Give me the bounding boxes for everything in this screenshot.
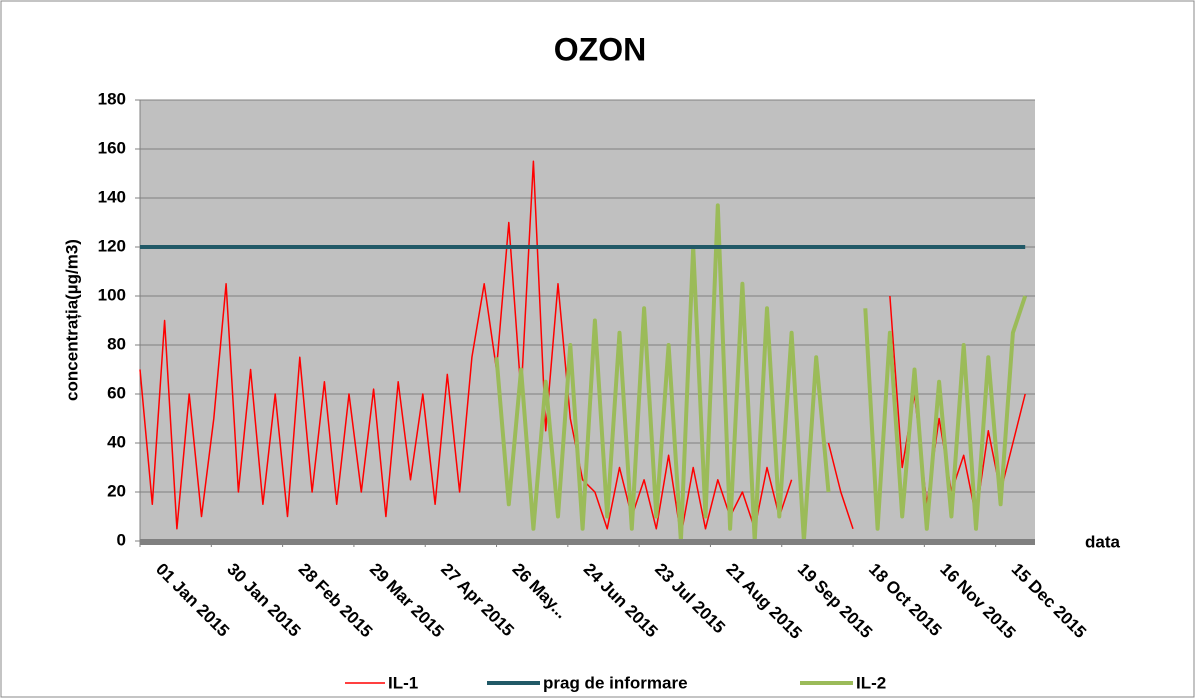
y-tick-label: 180 [98, 89, 126, 108]
chart-title: OZON [554, 31, 646, 67]
x-axis-label: data [1085, 532, 1121, 551]
y-tick-label: 80 [107, 334, 126, 353]
y-tick-label: 100 [98, 285, 126, 304]
y-tick-label: 0 [117, 530, 126, 549]
y-axis-label: concentrația(µg/m3) [62, 239, 81, 401]
y-tick-label: 140 [98, 187, 126, 206]
y-tick-label: 160 [98, 138, 126, 157]
y-tick-label: 60 [107, 383, 126, 402]
series-line [494, 203, 1028, 543]
legend-label: IL-1 [388, 673, 418, 692]
y-tick-label: 120 [98, 236, 126, 255]
y-tick-label: 40 [107, 432, 126, 451]
x-axis-band [140, 539, 1035, 545]
legend-label: prag de informare [543, 673, 688, 692]
legend-label: IL-2 [856, 673, 886, 692]
y-tick-label: 20 [107, 481, 126, 500]
